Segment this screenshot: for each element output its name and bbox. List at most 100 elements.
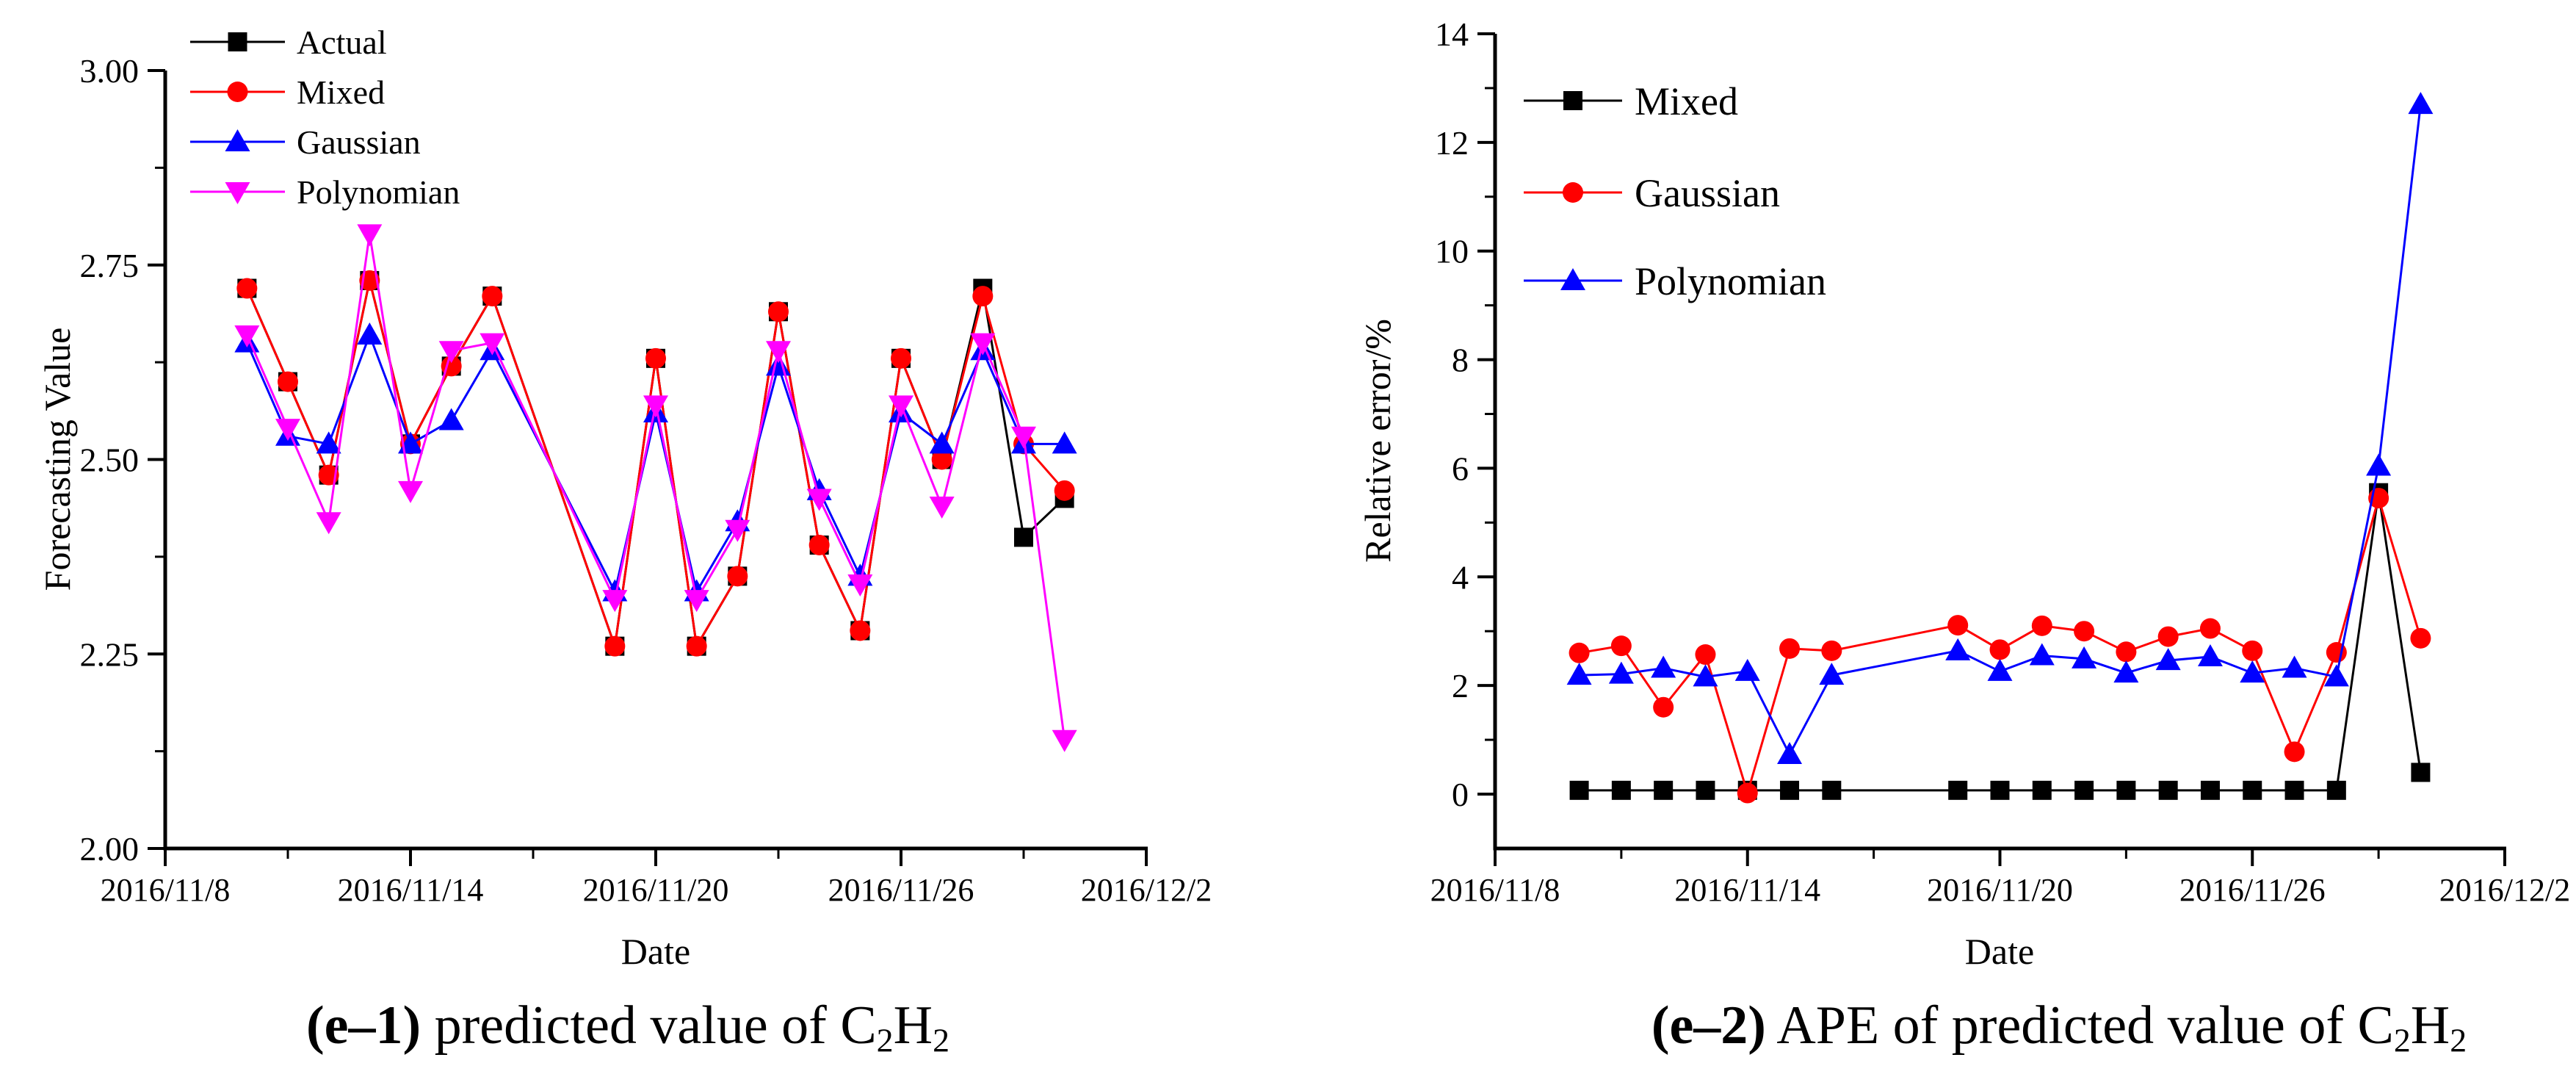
forecast-y-tick-label: 2.50 bbox=[80, 442, 140, 479]
ape-legend-marker-gaussian bbox=[1563, 182, 1583, 203]
ape-x-axis-title: Date bbox=[1965, 931, 2034, 972]
forecast-legend-marker-actual bbox=[228, 32, 247, 51]
ape-marker-mixed bbox=[2200, 780, 2220, 800]
forecast-marker-polynomian bbox=[929, 497, 955, 519]
ape-marker-gaussian bbox=[1653, 696, 1674, 718]
ape-marker-gaussian bbox=[1779, 638, 1801, 659]
forecast-marker-polynomian bbox=[438, 341, 464, 364]
ape-legend-label-mixed: Mixed bbox=[1635, 79, 1738, 123]
forecast-marker-polynomian bbox=[1011, 426, 1036, 449]
ape-marker-polynomian bbox=[2282, 655, 2307, 678]
ape-marker-polynomian bbox=[2072, 646, 2097, 668]
ape-marker-mixed bbox=[1696, 780, 1715, 800]
ape-marker-gaussian bbox=[2157, 626, 2179, 647]
ape-legend-marker-mixed bbox=[1563, 91, 1582, 110]
ape-marker-mixed bbox=[2284, 780, 2304, 800]
ape-axes bbox=[1493, 34, 2506, 851]
ape-x-tick-label: 2016/11/14 bbox=[1674, 872, 1820, 908]
forecast-marker-polynomian bbox=[275, 419, 300, 442]
ape-x-tick-label: 2016/11/20 bbox=[1927, 872, 2073, 908]
forecast-marker-polynomian bbox=[766, 341, 791, 364]
forecast-marker-polynomian bbox=[684, 590, 709, 613]
forecast-marker-gaussian bbox=[929, 431, 955, 454]
forecast-legend-label-polynomian: Polynomian bbox=[297, 173, 460, 211]
forecast-legend-marker-gaussian bbox=[225, 129, 250, 151]
forecast-marker-mixed bbox=[891, 347, 911, 369]
forecast-x-tick-label: 2016/11/26 bbox=[828, 872, 974, 908]
ape-y-tick-label: 2 bbox=[1452, 667, 1469, 704]
forecast-legend-label-gaussian: Gaussian bbox=[297, 123, 421, 161]
ape-y-tick-label: 14 bbox=[1435, 15, 1469, 53]
forecast-legend: Actual Mixed Gaussian Polynomian bbox=[190, 24, 460, 211]
ape-marker-gaussian bbox=[2116, 641, 2137, 663]
forecast-legend-marker-mixed bbox=[227, 82, 248, 102]
ape-marker-polynomian bbox=[2029, 643, 2055, 666]
ape-marker-gaussian bbox=[2242, 640, 2263, 661]
forecast-marker-polynomian bbox=[889, 395, 913, 418]
forecast-y-tick-label: 2.00 bbox=[80, 830, 140, 868]
ape-marker-mixed bbox=[1948, 780, 1968, 800]
forecast-marker-gaussian bbox=[316, 431, 341, 454]
forecast-marker-polynomian bbox=[1052, 729, 1077, 752]
forecast-marker-mixed bbox=[931, 449, 952, 470]
ape-legend-label-gaussian: Gaussian bbox=[1635, 171, 1780, 215]
forecast-legend-label-mixed: Mixed bbox=[297, 73, 385, 111]
ape-marker-polynomian bbox=[2366, 453, 2392, 476]
forecast-x-tick-label: 2016/11/20 bbox=[583, 872, 729, 908]
forecast-marker-polynomian bbox=[398, 480, 423, 503]
ape-y-tick-label: 4 bbox=[1452, 558, 1469, 596]
forecast-x-tick-label: 2016/12/2 bbox=[1081, 872, 1212, 908]
ape-marker-gaussian bbox=[1695, 644, 1716, 666]
ape-marker-polynomian bbox=[2197, 644, 2223, 666]
ape-x-tick-label: 2016/12/2 bbox=[2439, 872, 2570, 908]
ape-marker-mixed bbox=[2326, 780, 2346, 800]
ape-y-tick-label: 10 bbox=[1435, 233, 1469, 270]
forecast-marker-actual bbox=[1014, 527, 1033, 547]
forecast-y-tick-label: 2.75 bbox=[80, 247, 140, 284]
ape-marker-gaussian bbox=[1610, 635, 1632, 657]
ape-y-tick-label: 12 bbox=[1435, 124, 1469, 162]
forecast-marker-mixed bbox=[604, 635, 626, 657]
forecast-marker-polynomian bbox=[602, 590, 628, 613]
ape-marker-polynomian bbox=[1945, 638, 1971, 660]
ape-series-mixed bbox=[1569, 483, 2431, 800]
ape-marker-polynomian bbox=[1777, 742, 1803, 765]
ape-y-tick-label: 8 bbox=[1452, 342, 1469, 379]
forecast-series-mixed bbox=[236, 270, 1075, 657]
chart-ape: 2016/11/8 2016/11/14 2016/11/20 2016/11/26 2… bbox=[1357, 15, 2570, 972]
forecast-y-axis-title: Forecasting Value bbox=[37, 328, 78, 591]
forecast-marker-mixed bbox=[645, 347, 666, 369]
ape-marker-polynomian bbox=[1651, 655, 1676, 678]
forecast-marker-polynomian bbox=[806, 489, 832, 511]
ape-marker-polynomian bbox=[2240, 660, 2265, 683]
ape-marker-mixed bbox=[2411, 763, 2431, 782]
ape-marker-mixed bbox=[2243, 780, 2262, 800]
ape-marker-mixed bbox=[1990, 780, 2010, 800]
forecast-marker-polynomian bbox=[234, 325, 260, 348]
ape-marker-gaussian bbox=[1989, 639, 2011, 660]
forecast-marker-polynomian bbox=[316, 512, 341, 535]
forecast-y-tick-label: 2.25 bbox=[80, 635, 140, 673]
forecast-marker-polynomian bbox=[480, 333, 505, 356]
ape-marker-polynomian bbox=[2155, 648, 2181, 671]
ape-marker-gaussian bbox=[2031, 615, 2052, 636]
forecast-marker-mixed bbox=[850, 620, 871, 641]
forecast-x-tick-label: 2016/11/14 bbox=[338, 872, 484, 908]
caption-e1-tag: (e–1) bbox=[305, 995, 422, 1056]
forecast-series-polynomian bbox=[234, 224, 1077, 752]
chart-forecast: 2016/11/8 2016/11/14 2016/11/20 2016/11/26 2… bbox=[37, 24, 1212, 972]
forecast-marker-polynomian bbox=[970, 333, 996, 356]
ape-marker-mixed bbox=[2032, 780, 2052, 800]
caption-e1: (e–1) predicted value of C2H2 bbox=[305, 995, 949, 1059]
ape-marker-gaussian bbox=[1821, 640, 1842, 661]
ape-marker-gaussian bbox=[1947, 615, 1969, 636]
charts-canvas: 2016/11/8 2016/11/14 2016/11/20 2016/11/26 2… bbox=[37, 15, 2570, 972]
ape-marker-polynomian bbox=[1566, 663, 1592, 685]
forecast-marker-mixed bbox=[972, 286, 994, 307]
ape-marker-mixed bbox=[2074, 780, 2094, 800]
forecast-marker-polynomian bbox=[847, 574, 873, 597]
ape-series-polynomian bbox=[1566, 92, 2434, 765]
caption-e2: (e–2) APE of predicted value of C2H2 bbox=[1651, 995, 2467, 1059]
forecast-marker-mixed bbox=[686, 635, 707, 657]
forecast-marker-mixed bbox=[768, 301, 789, 322]
